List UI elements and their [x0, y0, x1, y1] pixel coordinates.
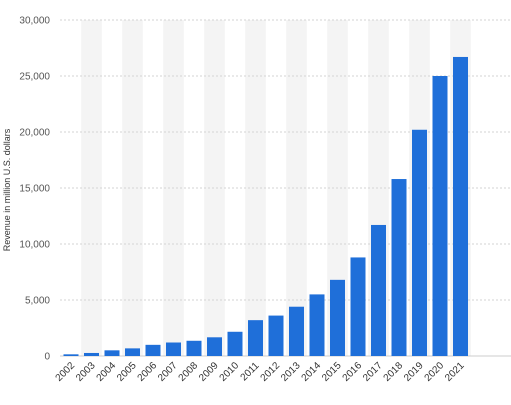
y-tick-label: 15,000 [19, 184, 50, 195]
bar-2004 [104, 350, 120, 356]
x-axis-ticks: 2002200320042005200620072008200920102011… [54, 360, 467, 384]
bar-2010 [227, 331, 243, 356]
x-tick-label: 2010 [218, 360, 242, 384]
y-axis-title: Revenue in million U.S. dollars [2, 128, 12, 251]
y-tick-label: 10,000 [19, 240, 50, 251]
x-tick-label: 2012 [259, 360, 283, 384]
bar-2015 [330, 279, 345, 356]
x-tick-label: 2009 [197, 360, 221, 384]
bar-2011 [248, 320, 263, 356]
y-tick-label: 25,000 [19, 72, 50, 83]
x-tick-label: 2008 [177, 360, 201, 384]
x-tick-label: 2019 [402, 360, 426, 384]
bar-2017 [371, 224, 386, 356]
x-tick-label: 2002 [54, 360, 78, 384]
x-tick-label: 2015 [320, 360, 344, 384]
bar-2008 [186, 340, 202, 356]
x-tick-label: 2006 [136, 360, 160, 384]
x-tick-label: 2013 [279, 360, 303, 384]
bar-2009 [207, 337, 222, 356]
bar-2005 [125, 348, 140, 356]
column-band [81, 20, 102, 356]
bar-2007 [166, 342, 181, 356]
x-tick-label: 2004 [95, 360, 119, 384]
y-axis-ticks: 0 5,000 10,000 15,000 20,000 25,000 30,000 [19, 16, 50, 363]
bar-2018 [391, 179, 407, 356]
bars-layer [63, 56, 468, 357]
x-tick-label: 2021 [443, 360, 467, 384]
bar-2021 [453, 56, 468, 357]
bar-2003 [84, 352, 99, 356]
bar-2002 [63, 354, 79, 356]
x-tick-label: 2017 [361, 360, 385, 384]
x-tick-label: 2016 [341, 360, 365, 384]
bar-2006 [145, 344, 161, 356]
x-tick-label: 2005 [115, 360, 139, 384]
bar-2012 [268, 315, 284, 356]
x-tick-label: 2020 [423, 360, 447, 384]
bar-2019 [412, 129, 427, 356]
column-band [245, 20, 266, 356]
y-tick-label: 20,000 [19, 128, 50, 139]
x-tick-label: 2003 [74, 360, 98, 384]
bar-2020 [432, 76, 448, 356]
x-tick-label: 2011 [239, 360, 262, 383]
y-tick-label: 5,000 [25, 296, 50, 307]
column-band [204, 20, 225, 356]
y-tick-label: 0 [44, 352, 50, 363]
x-tick-label: 2007 [156, 360, 180, 384]
x-tick-label: 2014 [300, 360, 324, 384]
y-tick-label: 30,000 [19, 16, 50, 27]
x-tick-label: 2018 [382, 360, 406, 384]
bar-2014 [309, 294, 325, 356]
bar-2016 [350, 257, 366, 356]
bar-2013 [289, 306, 304, 356]
